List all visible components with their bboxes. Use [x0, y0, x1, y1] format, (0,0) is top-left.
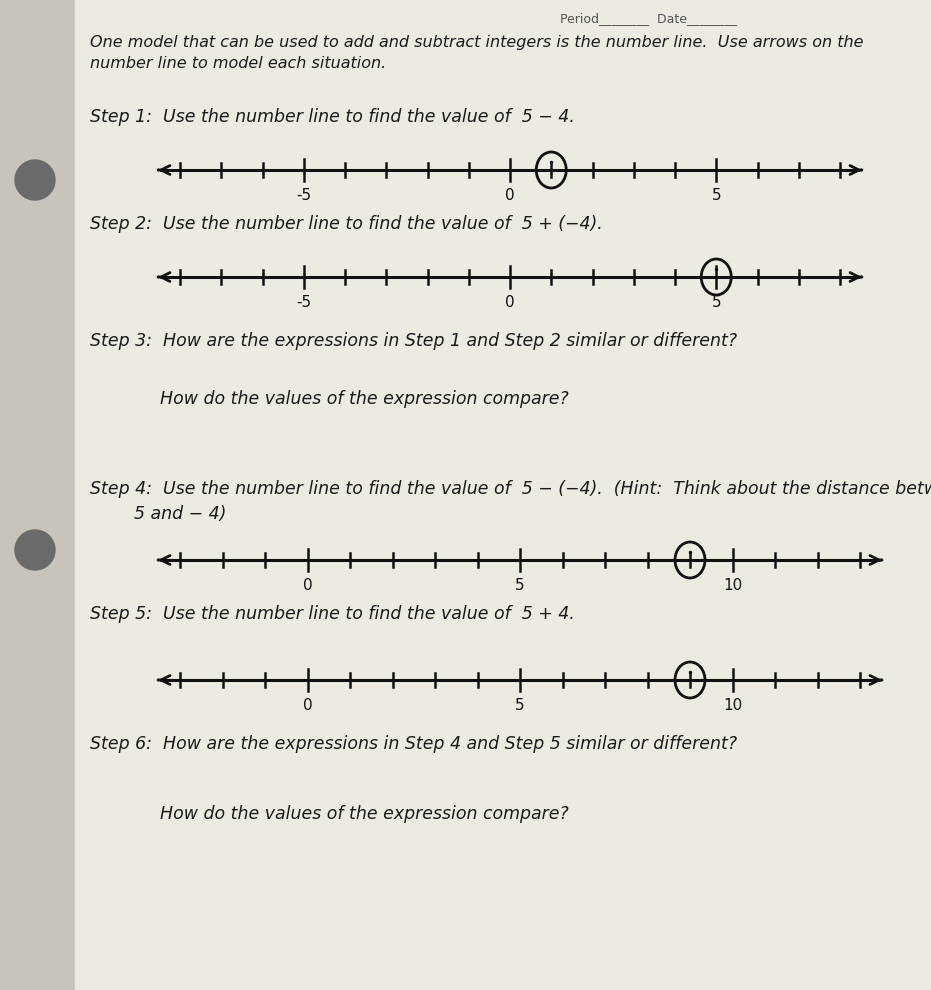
- Text: -5: -5: [296, 188, 311, 203]
- Text: How do the values of the expression compare?: How do the values of the expression comp…: [160, 390, 569, 408]
- Text: Step 6:  How are the expressions in Step 4 and Step 5 similar or different?: Step 6: How are the expressions in Step …: [90, 735, 737, 753]
- Circle shape: [15, 160, 55, 200]
- Text: 5: 5: [711, 295, 722, 310]
- Text: Period________  Date________: Period________ Date________: [560, 12, 737, 25]
- Bar: [0, 0, 75, 990]
- Text: 0: 0: [506, 188, 515, 203]
- Text: 10: 10: [722, 698, 742, 713]
- Text: 0: 0: [303, 578, 312, 593]
- Text: 0: 0: [506, 295, 515, 310]
- Text: 0: 0: [303, 698, 312, 713]
- Text: 5: 5: [515, 578, 525, 593]
- Text: Step 4:  Use the number line to find the value of  5 − (−4).  (Hint:  Think abou: Step 4: Use the number line to find the …: [90, 480, 931, 523]
- Text: 10: 10: [722, 578, 742, 593]
- Text: One model that can be used to add and subtract integers is the number line.  Use: One model that can be used to add and su…: [90, 35, 863, 71]
- Text: Step 3:  How are the expressions in Step 1 and Step 2 similar or different?: Step 3: How are the expressions in Step …: [90, 332, 737, 350]
- Text: How do the values of the expression compare?: How do the values of the expression comp…: [160, 805, 569, 823]
- Text: Step 1:  Use the number line to find the value of  5 − 4.: Step 1: Use the number line to find the …: [90, 108, 574, 126]
- Text: 5: 5: [711, 188, 722, 203]
- Text: -5: -5: [296, 295, 311, 310]
- Text: Step 5:  Use the number line to find the value of  5 + 4.: Step 5: Use the number line to find the …: [90, 605, 574, 623]
- Text: Step 2:  Use the number line to find the value of  5 + (−4).: Step 2: Use the number line to find the …: [90, 215, 602, 233]
- Text: 5: 5: [515, 698, 525, 713]
- Circle shape: [15, 530, 55, 570]
